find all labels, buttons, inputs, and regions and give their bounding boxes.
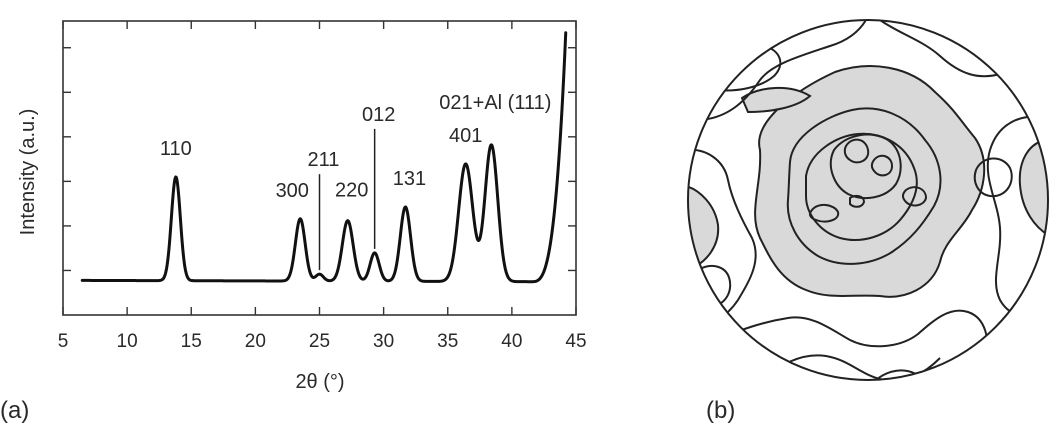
- contour-outer-topleft: [699, 20, 867, 121]
- contour-peak-2: [870, 154, 894, 177]
- contour-peak-3: [808, 204, 840, 223]
- peak-labels: 110 300 211 220 012 131 401 021+Al (111): [160, 92, 551, 271]
- x-tick-label: 10: [117, 331, 138, 352]
- x-tick-label: 40: [501, 331, 522, 352]
- x-axis-ticks: [62, 21, 577, 315]
- x-tick-label: 30: [373, 331, 394, 352]
- x-tick-label: 15: [181, 331, 202, 352]
- shaded-region-right: [1018, 138, 1048, 238]
- peak-label: 401: [449, 125, 482, 147]
- peak-label: 131: [393, 168, 426, 190]
- x-tick-label: 45: [565, 331, 586, 352]
- x-axis-title: 2θ (°): [295, 371, 344, 393]
- contour-outer-bottom: [715, 309, 989, 361]
- contour-peak-5: [902, 186, 928, 207]
- contour-peak-4: [849, 194, 866, 208]
- x-tick-label: 5: [58, 331, 69, 352]
- peak-label: 110: [160, 138, 192, 160]
- y-axis-ticks: [63, 47, 576, 272]
- peak-label: 012: [362, 104, 395, 126]
- contour-outer-bottom-2: [759, 354, 941, 380]
- pole-figure-boundary: [687, 19, 1049, 381]
- contour-ring-3: [805, 132, 918, 241]
- contour-outer-right: [986, 115, 1048, 319]
- panel-label-b: (b): [706, 397, 735, 424]
- shaded-region-central: [754, 65, 986, 298]
- shaded-region-top: [740, 86, 812, 114]
- x-tick-label: 25: [309, 331, 330, 352]
- pole-figure: (b): [687, 19, 1049, 424]
- pole-figure-contours: [688, 20, 1048, 380]
- peak-label: 211: [308, 149, 340, 171]
- contour-peak-1: [843, 138, 870, 164]
- xrd-series-line: [80, 31, 568, 284]
- contour-outer-topleft-lobe: [704, 44, 782, 92]
- contour-ring-4: [829, 133, 902, 200]
- y-axis-title: Intensity (a.u.): [17, 109, 39, 236]
- peak-label: 021+Al (111): [439, 92, 551, 114]
- peak-label: 300: [276, 180, 309, 202]
- contour-outer-bottom-3: [869, 369, 917, 380]
- peak-label: 220: [335, 180, 368, 202]
- panel-label-a: (a): [0, 397, 29, 424]
- xrd-chart: 5 10 15 20 25 30 35 40 45 110 300 211 220 012 131 401 0…: [0, 20, 587, 424]
- x-tick-label: 35: [437, 331, 458, 352]
- x-tick-label: 20: [245, 331, 266, 352]
- contour-ring-2: [786, 107, 942, 265]
- x-tick-labels: 5 10 15 20 25 30 35 40 45: [58, 331, 587, 352]
- contour-outer-circle-right: [973, 157, 1013, 198]
